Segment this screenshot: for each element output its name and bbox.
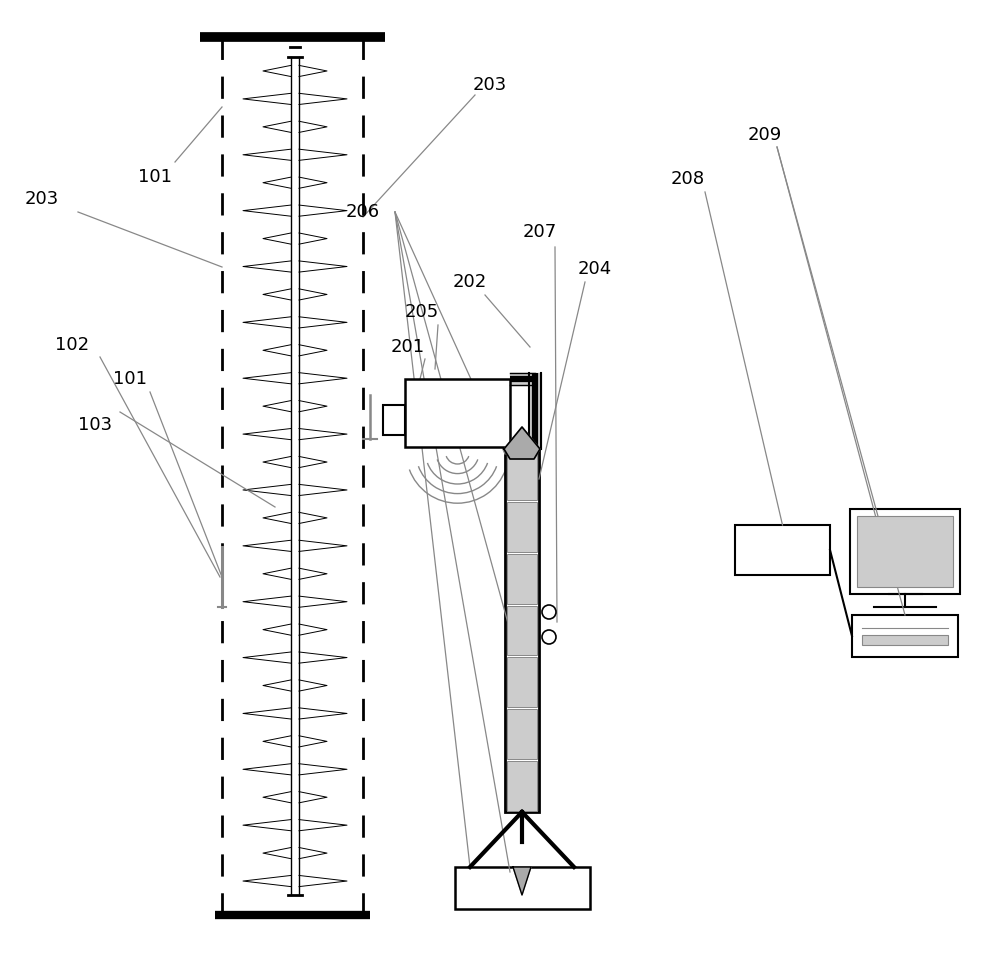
- Bar: [505, 449, 539, 812]
- Polygon shape: [529, 373, 541, 449]
- Text: 208: 208: [671, 170, 705, 188]
- Bar: [383, 405, 405, 435]
- Bar: [507, 605, 537, 656]
- Text: 203: 203: [473, 76, 507, 94]
- Polygon shape: [513, 867, 531, 895]
- Bar: [735, 525, 830, 575]
- Text: 201: 201: [391, 338, 425, 356]
- Bar: [852, 615, 958, 657]
- Text: 202: 202: [453, 273, 487, 291]
- Bar: [455, 867, 590, 909]
- Bar: [507, 554, 537, 603]
- Bar: [507, 658, 537, 707]
- Text: 204: 204: [578, 260, 612, 278]
- Text: 206: 206: [346, 203, 380, 221]
- Text: 205: 205: [405, 303, 439, 321]
- Text: 207: 207: [523, 223, 557, 241]
- Text: 209: 209: [748, 126, 782, 144]
- Bar: [862, 635, 948, 645]
- Bar: [850, 509, 960, 594]
- Text: 203: 203: [25, 190, 59, 208]
- Bar: [507, 761, 537, 811]
- Bar: [405, 379, 510, 447]
- Bar: [857, 516, 953, 587]
- Circle shape: [542, 630, 556, 644]
- Text: 101: 101: [138, 168, 172, 186]
- Polygon shape: [504, 427, 540, 459]
- Text: 101: 101: [113, 370, 147, 388]
- Circle shape: [542, 605, 556, 619]
- Bar: [507, 709, 537, 759]
- Text: 102: 102: [55, 336, 89, 354]
- Polygon shape: [510, 373, 535, 385]
- Bar: [507, 502, 537, 552]
- Bar: [507, 450, 537, 500]
- Text: 103: 103: [78, 416, 112, 434]
